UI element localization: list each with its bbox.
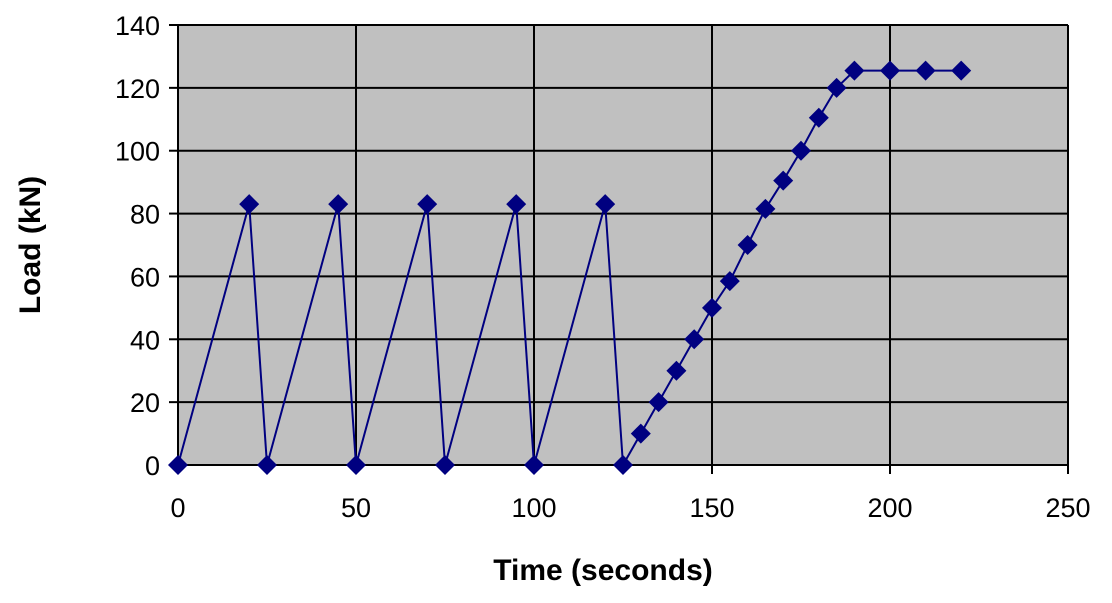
x-tick-label: 150 [689, 493, 734, 523]
data-point [435, 455, 455, 475]
x-axis-title: Time (seconds) [493, 554, 713, 587]
data-point [613, 455, 633, 475]
data-point [773, 170, 794, 191]
data-point [791, 140, 811, 161]
data-point [880, 60, 900, 81]
data-point [257, 455, 277, 475]
data-point [506, 194, 527, 215]
data-point [328, 194, 349, 215]
data-point [684, 329, 705, 350]
x-tick-label: 100 [511, 493, 556, 523]
data-point [844, 60, 865, 81]
y-axis-title: Load (kN) [14, 176, 47, 314]
data-point [346, 455, 366, 475]
y-tick-label: 60 [130, 262, 160, 292]
x-tick-label: 200 [867, 493, 912, 523]
y-tick-label: 40 [130, 325, 160, 355]
x-tick-label: 250 [1045, 493, 1090, 523]
data-point [648, 392, 669, 413]
plot-area [178, 25, 1068, 465]
data-point [168, 455, 188, 475]
data-point [915, 60, 936, 81]
data-point [808, 107, 829, 128]
data-point [524, 455, 544, 475]
y-tick-label: 0 [145, 451, 160, 481]
series [168, 60, 972, 475]
tick-labels: 0 20 40 60 80 100 120 140 0 50 100 150 200 250 [115, 11, 1091, 523]
data-point [951, 60, 972, 81]
series-layer [168, 60, 972, 475]
y-tick-label: 20 [130, 388, 160, 418]
x-tick-label: 50 [341, 493, 371, 523]
data-point [702, 297, 722, 318]
y-tick-label: 140 [115, 11, 160, 41]
data-point [239, 194, 260, 215]
data-point [666, 360, 687, 381]
y-tick-label: 120 [115, 74, 160, 104]
data-point [630, 423, 651, 444]
data-point [737, 235, 758, 255]
data-point [826, 77, 847, 98]
y-tick-label: 80 [130, 200, 160, 230]
data-point [595, 194, 616, 215]
data-point [755, 198, 776, 219]
grid [178, 24, 1068, 465]
data-point [417, 194, 438, 215]
data-point [719, 271, 740, 292]
y-tick-label: 100 [115, 137, 160, 167]
x-tick-label: 0 [170, 493, 185, 523]
